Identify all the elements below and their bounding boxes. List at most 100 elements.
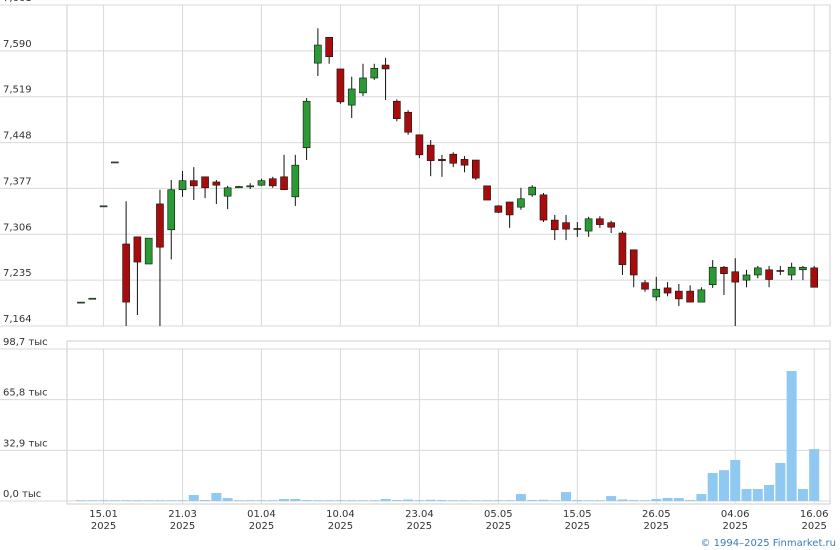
candle-body	[347, 88, 356, 106]
x-tick-label: 15.05	[563, 509, 592, 520]
volume-bar	[436, 500, 447, 501]
candle-body	[223, 187, 232, 197]
candle-body	[618, 232, 627, 265]
volume-bar	[741, 488, 752, 501]
volume-bar	[279, 498, 290, 501]
candle-body	[460, 159, 469, 166]
candle-body	[505, 201, 514, 216]
volume-bar	[651, 498, 662, 501]
candle-body	[697, 289, 706, 303]
candle-body	[517, 198, 525, 208]
volume-bar	[256, 500, 267, 501]
volume-bar	[369, 500, 380, 501]
candle-body	[404, 111, 412, 133]
x-tick-label: 15.01	[89, 509, 118, 520]
candle-body	[201, 176, 209, 189]
y-tick-label: 65,8 тыс	[3, 388, 48, 399]
volume-bar	[109, 500, 120, 501]
candle-body	[88, 297, 97, 300]
volume-bar	[222, 498, 233, 501]
volume-bar	[764, 484, 775, 501]
volume-bar	[561, 492, 572, 501]
volume-bar	[549, 500, 560, 501]
candle-body	[652, 288, 661, 298]
volume-bar	[132, 500, 143, 501]
candle-body	[291, 164, 300, 198]
candle-body	[235, 186, 243, 189]
y-tick-label: 7,519	[3, 85, 32, 96]
candle-body	[641, 282, 649, 290]
volume-bar	[324, 500, 335, 501]
candle-body	[314, 44, 322, 64]
volume-bar	[290, 498, 301, 501]
candle-body	[742, 274, 751, 281]
candle-body	[381, 64, 390, 70]
candle-body	[156, 203, 164, 248]
volume-bar	[538, 499, 549, 501]
volume-bar	[245, 500, 256, 501]
candle-body	[528, 186, 537, 196]
candle-body	[393, 100, 401, 119]
volume-bar	[786, 371, 797, 501]
x-tick-label: 05.05	[484, 509, 513, 520]
candle-body	[359, 77, 367, 94]
candle-body	[190, 180, 198, 187]
y-tick-label: 7,661	[3, 0, 32, 4]
volume-bar	[87, 500, 98, 501]
volume-bar	[403, 499, 414, 501]
y-tick-label: 7,164	[3, 314, 32, 325]
volume-bar	[594, 500, 605, 501]
volume-bar	[797, 488, 808, 501]
candle-body	[686, 290, 694, 303]
x-tick-year: 2025	[644, 521, 669, 532]
candle-body	[111, 161, 119, 164]
volume-bar	[707, 472, 718, 501]
candle-body	[776, 270, 785, 272]
volume-bar	[200, 500, 211, 501]
candle-body	[596, 218, 604, 225]
x-tick-year: 2025	[565, 521, 590, 532]
y-tick-label: 7,377	[3, 176, 32, 187]
volume-bar	[414, 500, 425, 501]
x-tick-year: 2025	[91, 521, 116, 532]
volume-bar	[662, 497, 673, 501]
volume-bar	[267, 500, 278, 501]
volume-bar	[628, 500, 639, 501]
candle-body	[268, 178, 277, 187]
candle-body	[246, 185, 254, 188]
x-tick-year: 2025	[407, 521, 432, 532]
candle-body	[280, 176, 288, 191]
volume-bar	[166, 500, 177, 501]
volume-bar	[673, 498, 684, 501]
candle-body	[302, 100, 311, 149]
candle-body	[708, 266, 717, 285]
volume-bar	[515, 494, 526, 501]
volume-bar	[470, 500, 481, 501]
candle-body	[494, 205, 503, 213]
volume-bar	[177, 500, 188, 501]
candle-body	[720, 266, 728, 274]
volume-bar	[76, 500, 86, 501]
x-tick-label: 01.04	[247, 509, 276, 520]
volume-bar	[98, 500, 109, 501]
volume-bar	[448, 500, 459, 501]
candle-body	[336, 68, 345, 103]
volume-bar	[425, 499, 436, 501]
candle-body	[471, 159, 480, 179]
candle-body	[629, 249, 638, 276]
candle-body	[584, 218, 593, 232]
candle-body	[426, 144, 435, 161]
candle-body	[167, 189, 176, 231]
volume-bar	[572, 500, 583, 501]
x-tick-label: 16.06	[800, 509, 829, 520]
volume-frame	[66, 340, 831, 505]
candle-body	[550, 219, 559, 231]
x-tick-label: 23.04	[405, 509, 434, 520]
y-tick-label: 98,7 тыс	[3, 337, 48, 348]
volume-bar	[301, 500, 312, 501]
x-tick-label: 10.04	[326, 509, 355, 520]
candle-body	[212, 181, 221, 186]
candle-body	[562, 222, 570, 230]
candle-body	[810, 267, 819, 288]
